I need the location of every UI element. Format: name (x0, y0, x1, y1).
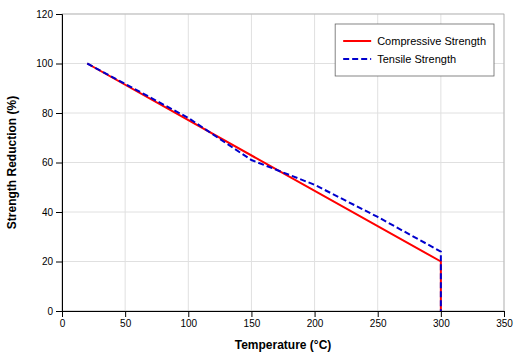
x-tick-label: 350 (496, 318, 513, 329)
series-line (87, 64, 441, 312)
legend-box (335, 24, 494, 76)
x-tick: 150 (244, 311, 261, 329)
legend-swatch (343, 40, 371, 42)
x-axis-title: Temperature (°C) (235, 338, 332, 352)
x-tick: 250 (370, 311, 387, 329)
y-tick: 20 (42, 256, 62, 267)
x-axis: 0 50 100 150 200 250 300 350 (60, 311, 514, 329)
plot: 0 50 100 150 200 250 300 350 0 20 40 60 80 100 120 Comp… (36, 9, 513, 329)
x-tick-mark (125, 311, 126, 317)
y-tick-mark (56, 113, 62, 114)
x-tick: 300 (433, 311, 450, 329)
x-tick-mark (188, 311, 189, 317)
y-tick-label: 80 (42, 108, 54, 119)
x-tick: 200 (307, 311, 324, 329)
y-tick-mark (56, 163, 62, 164)
y-tick: 0 (47, 306, 62, 317)
x-tick-label: 0 (60, 318, 66, 329)
x-tick: 0 (60, 311, 66, 329)
x-tick: 100 (180, 311, 197, 329)
x-tick-label: 250 (370, 318, 387, 329)
y-tick: 120 (36, 9, 62, 20)
grid (62, 14, 504, 311)
x-tick-label: 150 (244, 318, 261, 329)
y-tick-mark (56, 311, 62, 312)
x-tick: 350 (496, 311, 513, 329)
legend: Compressive Strength Tensile Strength (335, 24, 494, 76)
y-tick-mark (56, 212, 62, 213)
y-tick-label: 0 (47, 306, 53, 317)
x-tick-mark (441, 311, 442, 317)
x-tick-mark (251, 311, 252, 317)
x-tick-label: 300 (433, 318, 450, 329)
y-tick-label: 60 (42, 157, 54, 168)
y-tick: 100 (36, 58, 62, 69)
series-line (87, 64, 441, 312)
grid-line-y (62, 212, 504, 213)
plot-frame (62, 14, 504, 311)
x-tick-label: 100 (180, 318, 197, 329)
x-tick: 50 (120, 311, 132, 329)
x-tick-label: 200 (307, 318, 324, 329)
grid-line-y (62, 113, 504, 114)
y-axis-title: Strength Reduction (%) (5, 96, 19, 229)
y-axis: 0 20 40 60 80 100 120 (36, 9, 62, 317)
y-tick: 40 (42, 207, 62, 218)
y-tick-label: 20 (42, 256, 54, 267)
x-tick-mark (504, 311, 505, 317)
y-tick-mark (56, 262, 62, 263)
y-tick-label: 40 (42, 207, 54, 218)
x-tick-mark (315, 311, 316, 317)
grid-line-y (62, 261, 504, 262)
x-tick-mark (378, 311, 379, 317)
chart: 0 50 100 150 200 250 300 350 0 20 40 60 80 100 120 Comp… (0, 0, 522, 357)
axis-domain (63, 312, 505, 318)
y-tick: 80 (42, 108, 62, 119)
lines (87, 64, 441, 312)
x-tick-label: 50 (120, 318, 132, 329)
legend-label: Tensile Strength (377, 53, 456, 65)
legend-label: Compressive Strength (377, 35, 486, 47)
grid-line-y (62, 162, 504, 163)
y-tick-label: 120 (36, 9, 53, 20)
y-tick-mark (56, 14, 62, 15)
y-tick-label: 100 (36, 58, 53, 69)
y-tick: 60 (42, 157, 62, 168)
legend-swatch (343, 58, 371, 60)
axis-domain (56, 15, 63, 312)
y-tick-mark (56, 64, 62, 65)
